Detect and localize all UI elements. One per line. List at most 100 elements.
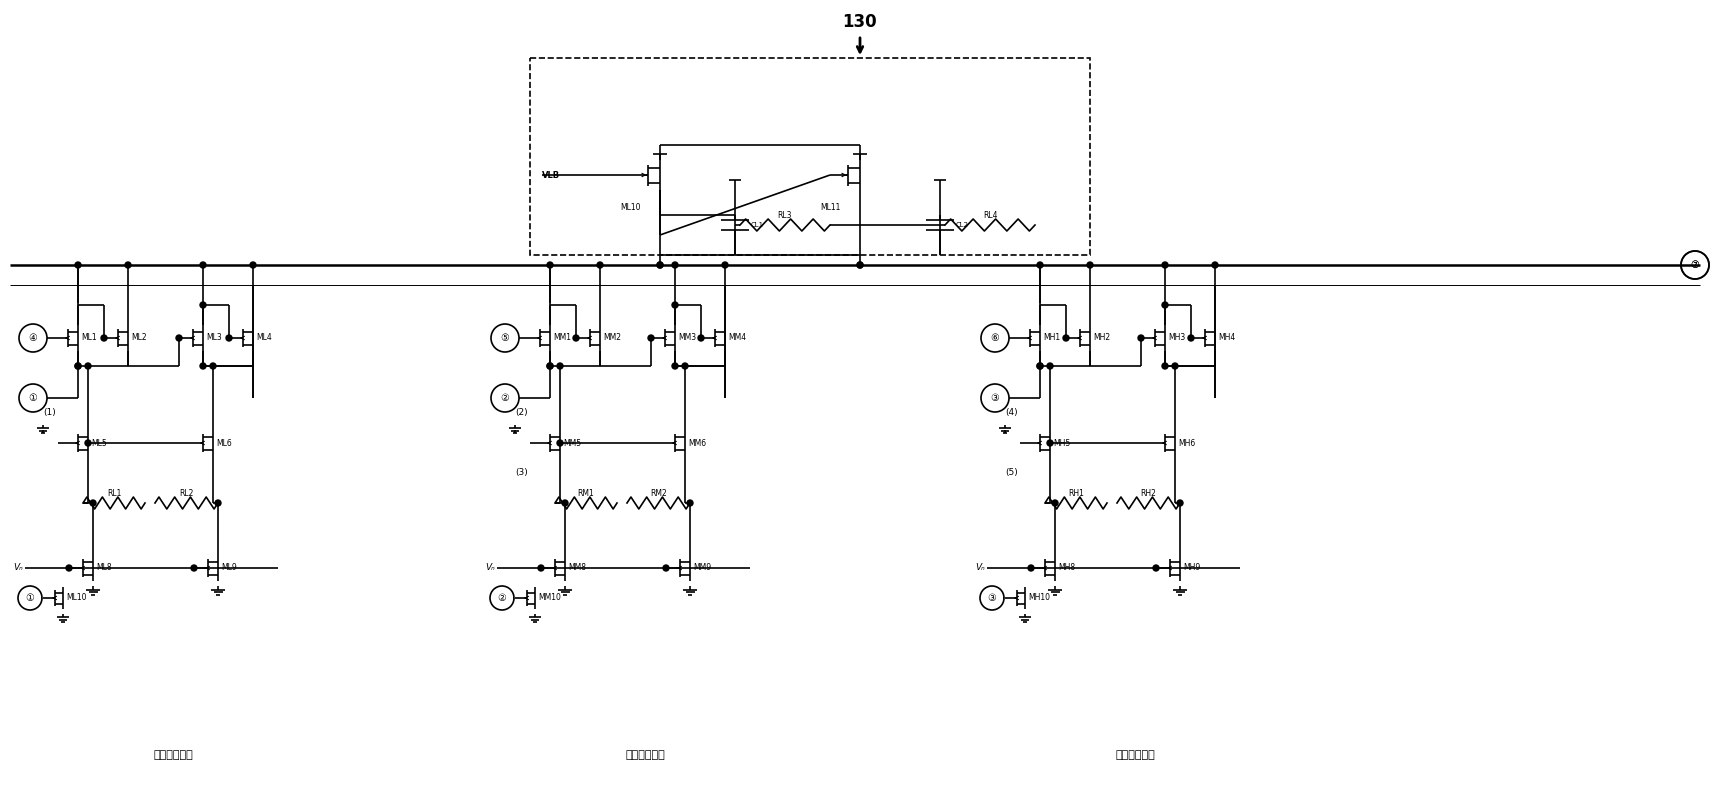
Text: ⑦: ⑦ xyxy=(1690,260,1700,270)
Circle shape xyxy=(1062,335,1069,341)
Circle shape xyxy=(225,335,232,341)
Circle shape xyxy=(672,262,677,268)
Text: RH1: RH1 xyxy=(1067,488,1085,498)
Text: (4): (4) xyxy=(1006,408,1018,418)
Circle shape xyxy=(1047,363,1054,369)
Text: MH2: MH2 xyxy=(1093,334,1110,342)
Text: (2): (2) xyxy=(516,408,528,418)
Circle shape xyxy=(698,335,705,341)
Circle shape xyxy=(1037,262,1043,268)
Circle shape xyxy=(1162,363,1167,369)
Text: MM4: MM4 xyxy=(729,334,746,342)
Text: ML10: ML10 xyxy=(621,203,639,212)
Circle shape xyxy=(199,363,206,369)
Text: MH9: MH9 xyxy=(1183,564,1200,572)
Text: ML11: ML11 xyxy=(820,203,841,212)
Text: ML1: ML1 xyxy=(81,334,96,342)
Circle shape xyxy=(101,335,107,341)
Text: MH1: MH1 xyxy=(1043,334,1061,342)
Text: ①: ① xyxy=(26,593,34,603)
Circle shape xyxy=(1086,262,1093,268)
Circle shape xyxy=(1188,335,1195,341)
Text: ML4: ML4 xyxy=(256,334,272,342)
Text: ④: ④ xyxy=(29,333,38,343)
Circle shape xyxy=(1162,262,1167,268)
Text: 中波段调频器: 中波段调频器 xyxy=(626,750,665,760)
Circle shape xyxy=(672,363,677,369)
Text: RH2: RH2 xyxy=(1141,488,1157,498)
Text: ①: ① xyxy=(29,393,38,403)
Bar xyxy=(529,58,1090,255)
Circle shape xyxy=(547,262,554,268)
Circle shape xyxy=(84,363,91,369)
Text: ③: ③ xyxy=(988,593,997,603)
Text: MM8: MM8 xyxy=(567,564,586,572)
Text: MM6: MM6 xyxy=(688,439,707,447)
Text: MM10: MM10 xyxy=(538,593,560,603)
Text: ⑦: ⑦ xyxy=(1690,260,1700,270)
Circle shape xyxy=(1052,500,1057,506)
Circle shape xyxy=(1178,500,1183,506)
Circle shape xyxy=(76,363,81,369)
Text: ⑥: ⑥ xyxy=(990,333,999,343)
Circle shape xyxy=(210,363,217,369)
Circle shape xyxy=(76,363,81,369)
Circle shape xyxy=(557,363,564,369)
Circle shape xyxy=(1153,565,1159,571)
Text: ②: ② xyxy=(500,393,509,403)
Text: MM9: MM9 xyxy=(693,564,712,572)
Text: MH8: MH8 xyxy=(1057,564,1074,572)
Circle shape xyxy=(596,262,603,268)
Circle shape xyxy=(191,565,198,571)
Circle shape xyxy=(572,335,579,341)
Text: 高波段调频器: 高波段调频器 xyxy=(1116,750,1155,760)
Circle shape xyxy=(76,262,81,268)
Circle shape xyxy=(688,500,693,506)
Text: Vₙ: Vₙ xyxy=(14,564,22,572)
Circle shape xyxy=(547,363,554,369)
Text: ML10: ML10 xyxy=(65,593,86,603)
Text: MM1: MM1 xyxy=(554,334,571,342)
Circle shape xyxy=(1212,262,1219,268)
Circle shape xyxy=(215,500,222,506)
Circle shape xyxy=(1138,335,1145,341)
Text: (5): (5) xyxy=(1006,469,1018,477)
Circle shape xyxy=(672,302,677,308)
Text: (3): (3) xyxy=(516,469,528,477)
Text: MM2: MM2 xyxy=(603,334,621,342)
Text: RL2: RL2 xyxy=(179,488,194,498)
Text: RL4: RL4 xyxy=(983,210,997,220)
Circle shape xyxy=(557,440,564,446)
Text: Vₙ: Vₙ xyxy=(485,564,495,572)
Text: RL1: RL1 xyxy=(107,488,120,498)
Text: 低波段调频器: 低波段调频器 xyxy=(153,750,193,760)
Circle shape xyxy=(1162,302,1167,308)
Circle shape xyxy=(89,500,96,506)
Circle shape xyxy=(547,363,554,369)
Text: MM3: MM3 xyxy=(677,334,696,342)
Circle shape xyxy=(175,335,182,341)
Circle shape xyxy=(1047,440,1054,446)
Text: MH10: MH10 xyxy=(1028,593,1050,603)
Text: MM5: MM5 xyxy=(564,439,581,447)
Circle shape xyxy=(538,565,543,571)
Circle shape xyxy=(657,262,664,268)
Circle shape xyxy=(858,262,863,268)
Circle shape xyxy=(199,262,206,268)
Circle shape xyxy=(249,262,256,268)
Circle shape xyxy=(199,302,206,308)
Text: (1): (1) xyxy=(43,408,55,418)
Text: VLB: VLB xyxy=(541,170,560,180)
Circle shape xyxy=(722,262,729,268)
Text: RM1: RM1 xyxy=(578,488,595,498)
Text: RL3: RL3 xyxy=(777,210,792,220)
Circle shape xyxy=(1172,363,1178,369)
Text: RM2: RM2 xyxy=(650,488,667,498)
Circle shape xyxy=(1037,363,1043,369)
Circle shape xyxy=(648,335,653,341)
Circle shape xyxy=(1028,565,1035,571)
Circle shape xyxy=(682,363,688,369)
Circle shape xyxy=(664,565,669,571)
Text: ML9: ML9 xyxy=(222,564,237,572)
Text: ③: ③ xyxy=(990,393,999,403)
